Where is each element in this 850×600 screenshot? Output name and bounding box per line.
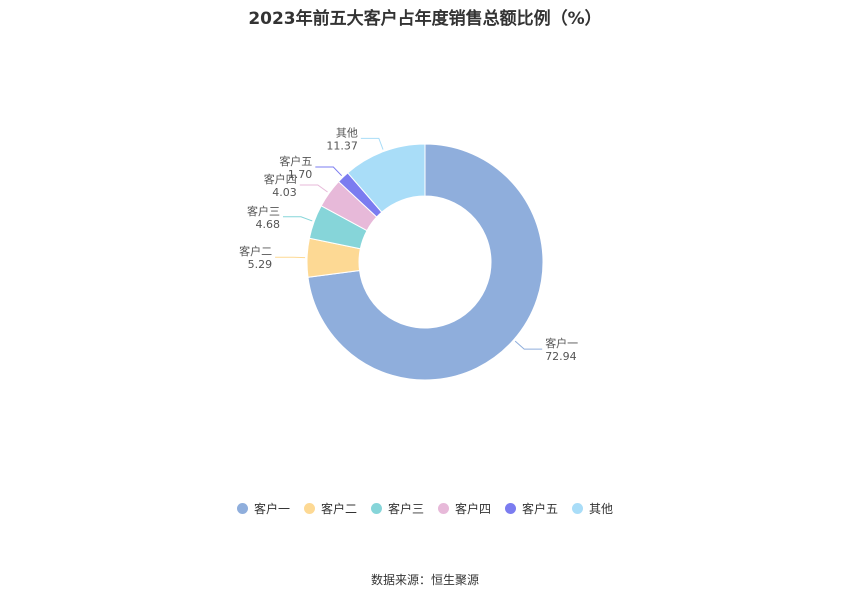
legend-item[interactable]: 客户三: [370, 500, 424, 517]
chart-title: 2023年前五大客户占年度销售总额比例（%）: [248, 9, 602, 29]
slice-name-label: 客户三: [247, 204, 280, 218]
leader-line-客户一: [514, 340, 543, 350]
legend-label: 客户三: [387, 502, 424, 516]
legend-label: 客户四: [455, 502, 492, 516]
legend-color-dot: [572, 503, 584, 514]
legend-color-dot: [303, 503, 315, 514]
slice-value-label: 4.68: [255, 218, 280, 231]
slice-客户一: [307, 143, 544, 381]
legend-item[interactable]: 客户二: [303, 500, 357, 517]
slice-name-label: 客户四: [264, 172, 297, 186]
slice-value-label: 72.94: [545, 350, 577, 363]
legend-color-dot: [370, 503, 382, 514]
legend-color-dot: [505, 503, 517, 514]
legend-label: 客户二: [320, 502, 357, 516]
leader-line-其他: [360, 137, 384, 150]
leader-line-客户五: [315, 166, 343, 177]
legend-label: 客户一: [253, 502, 290, 516]
slice-value-label: 1.70: [288, 168, 313, 181]
data-source: 数据来源：恒生聚源: [370, 573, 479, 587]
chart-legend: 客户一 客户二 客户三 客户四 客户五 其他: [0, 500, 850, 517]
slice-name-label: 客户二: [239, 244, 272, 258]
legend-item[interactable]: 客户一: [236, 500, 290, 517]
legend-label: 客户五: [522, 502, 559, 516]
legend-item[interactable]: 客户四: [438, 500, 491, 517]
slice-name-label: 客户五: [279, 154, 312, 168]
leader-line-客户四: [299, 184, 328, 193]
legend-item[interactable]: 客户五: [505, 500, 558, 517]
legend-color-dot: [236, 503, 248, 514]
slice-value-label: 4.03: [272, 186, 297, 199]
slice-name-label: 其他: [336, 126, 358, 139]
slice-value-label: 11.37: [326, 139, 358, 152]
slice-value-label: 5.29: [248, 258, 273, 271]
legend-color-dot: [438, 503, 449, 514]
legend-label: 其他: [589, 502, 614, 516]
leader-line-客户三: [282, 216, 313, 222]
legend-item[interactable]: 其他: [572, 500, 613, 517]
slice-name-label: 客户一: [545, 336, 578, 350]
slice-其他: [346, 143, 426, 213]
